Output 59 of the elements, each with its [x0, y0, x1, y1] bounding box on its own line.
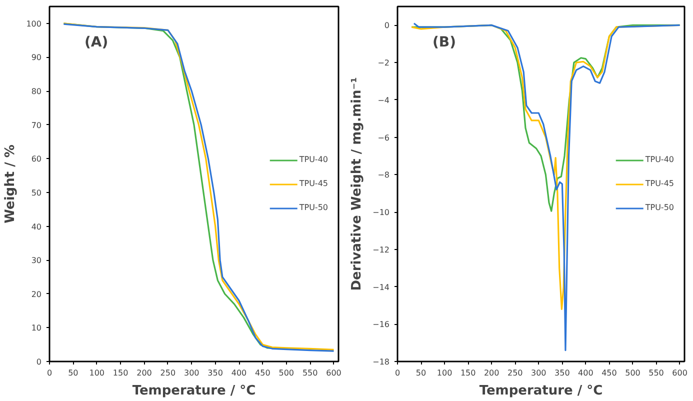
x-tick-label: 250: [507, 368, 523, 378]
x-tick-label: 550: [648, 368, 664, 378]
x-tick-label: 500: [278, 368, 294, 378]
y-tick-label: −6: [378, 133, 390, 142]
x-tick-label: 500: [625, 368, 640, 378]
x-tick-label: 550: [302, 368, 318, 378]
x-tick-label: 50: [416, 368, 426, 378]
x-tick-label: 200: [484, 368, 500, 378]
y-tick-label: 70: [31, 120, 42, 130]
x-tick-label: 350: [554, 368, 570, 378]
x-tick-label: 0: [46, 368, 52, 378]
x-tick-label: 400: [231, 368, 247, 378]
annotation: (B): [432, 34, 456, 50]
x-axis-title: Temperature / °C: [479, 384, 603, 398]
y-tick-label: −14: [372, 282, 390, 292]
y-axis-title: Derivative Weight / mg.min⁻¹: [350, 77, 365, 291]
x-tick-label: 600: [326, 368, 342, 378]
y-tick-label: −10: [372, 208, 390, 218]
y-tick-label: −18: [372, 358, 390, 366]
x-axis-title: Temperature / °C: [132, 384, 256, 398]
x-tick-label: 300: [531, 368, 546, 378]
x-tick-label: 0: [394, 368, 400, 378]
x-tick-label: 450: [255, 368, 270, 378]
x-tick-label: 100: [436, 368, 452, 378]
x-tick-label: 100: [89, 368, 105, 378]
y-tick-label: 90: [31, 53, 42, 62]
y-tick-label: 40: [31, 222, 42, 232]
x-tick-label: 50: [68, 368, 78, 378]
x-tick-label: 350: [208, 368, 223, 378]
legend-label: TPU-45: [299, 179, 328, 188]
x-tick-label: 200: [136, 368, 152, 378]
annotation: (A): [84, 34, 108, 50]
y-tick-label: 0: [384, 21, 390, 30]
y-tick-label: 30: [31, 256, 42, 266]
y-tick-label: −4: [378, 96, 390, 105]
y-tick-label: 100: [26, 19, 42, 28]
x-tick-label: 450: [602, 368, 617, 378]
x-tick-label: 300: [184, 368, 200, 378]
y-tick-label: −2: [378, 58, 390, 68]
legend-label: TPU-50: [645, 203, 674, 212]
y-tick-label: 10: [31, 324, 42, 333]
y-tick-label: 80: [31, 87, 42, 96]
y-tick-label: 60: [31, 154, 42, 164]
x-tick-label: 600: [672, 368, 688, 378]
legend-label: TPU-50: [299, 203, 328, 212]
x-tick-label: 150: [460, 368, 476, 378]
y-tick-label: 0: [36, 358, 42, 366]
y-axis-title: Weight / %: [3, 144, 18, 224]
y-tick-label: −8: [378, 170, 390, 180]
y-tick-label: −12: [372, 245, 390, 254]
y-tick-label: 50: [31, 188, 42, 198]
legend-label: TPU-40: [299, 155, 328, 164]
x-tick-label: 150: [112, 368, 128, 378]
x-tick-label: 400: [578, 368, 594, 378]
legend-label: TPU-40: [645, 155, 674, 164]
y-tick-label: 20: [31, 290, 42, 299]
x-tick-label: 250: [160, 368, 176, 378]
y-tick-label: −16: [372, 320, 390, 330]
legend-label: TPU-45: [645, 179, 674, 188]
